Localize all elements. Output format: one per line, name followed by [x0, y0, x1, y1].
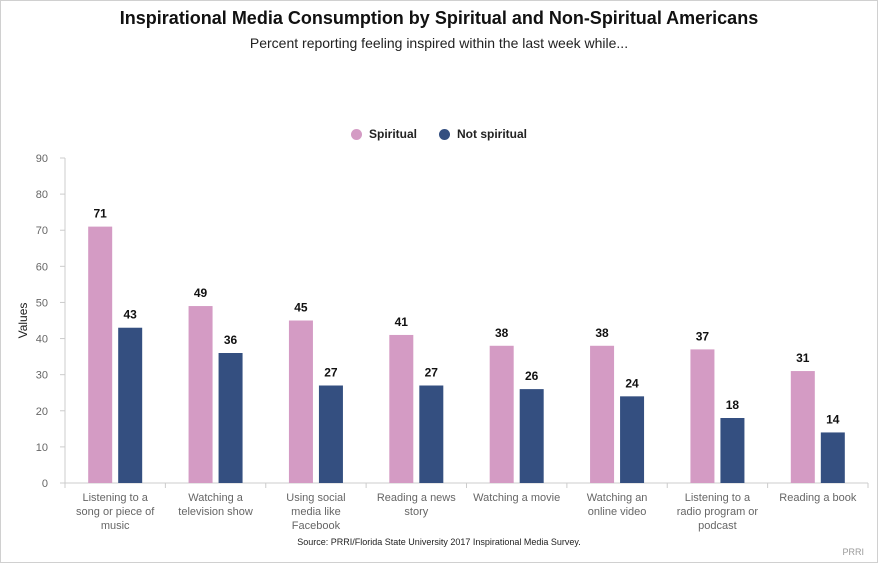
legend-swatch-not-spiritual — [439, 128, 450, 140]
y-tick-label: 10 — [36, 442, 48, 454]
bar-not-spiritual — [419, 385, 444, 483]
category-label: Listening to a song or piece of music — [76, 492, 155, 532]
legend-item-not-spiritual[interactable]: Not spiritual — [439, 127, 527, 141]
bar-spiritual — [389, 334, 414, 483]
data-label: 27 — [324, 366, 338, 380]
y-tick-label: 90 — [36, 153, 48, 165]
category-label-line: Listening to a — [685, 492, 751, 504]
y-tick-label: 70 — [36, 225, 48, 237]
category-label-line: radio program or — [677, 506, 759, 518]
category-label-line: podcast — [698, 520, 737, 532]
data-label: 24 — [625, 376, 639, 390]
category-label-line: Reading a book — [779, 492, 857, 504]
y-tick-label: 20 — [36, 406, 48, 418]
data-label: 71 — [94, 207, 108, 221]
data-label: 26 — [525, 369, 539, 383]
y-tick-label: 80 — [36, 189, 48, 201]
legend-label-spiritual: Spiritual — [368, 127, 417, 141]
category-label-line: television show — [178, 506, 253, 518]
legend-label-not-spiritual: Not spiritual — [457, 127, 528, 141]
legend-swatch-spiritual — [350, 128, 362, 140]
bar-spiritual — [188, 306, 213, 483]
bar-spiritual — [790, 371, 815, 483]
data-label: 49 — [194, 286, 208, 300]
category-label: Watching a movie — [473, 492, 560, 504]
data-label: 36 — [224, 333, 238, 347]
category-label-line: Facebook — [292, 520, 341, 532]
category-label-line: Using social — [286, 492, 345, 504]
source-note: Source: PRRI/Florida State University 20… — [297, 537, 581, 547]
category-label-line: media like — [291, 506, 341, 518]
legend: Spiritual Not spiritual — [0, 127, 878, 141]
chart-title: Inspirational Media Consumption by Spiri… — [119, 8, 759, 28]
category-label-line: story — [404, 506, 428, 518]
bar-not-spiritual — [820, 432, 845, 483]
bar-not-spiritual — [218, 353, 243, 483]
bar-spiritual — [690, 349, 715, 483]
y-tick-label: 60 — [36, 261, 48, 273]
y-tick-label: 0 — [42, 478, 48, 490]
chart-subtitle: Percent reporting feeling inspired withi… — [249, 35, 629, 51]
data-label: 27 — [425, 366, 439, 380]
category-label-line: music — [101, 520, 130, 532]
bar-spiritual — [288, 320, 313, 483]
bar-spiritual — [88, 226, 113, 483]
data-label: 18 — [726, 398, 740, 412]
category-label-line: Listening to a — [82, 492, 148, 504]
data-label: 45 — [294, 301, 308, 315]
data-label: 43 — [124, 308, 138, 322]
bar-not-spiritual — [118, 327, 143, 483]
category-label-line: Reading a news — [377, 492, 456, 504]
data-label: 38 — [595, 326, 609, 340]
category-label: Listening to a radio program or podcast — [677, 492, 759, 532]
bar-not-spiritual — [620, 396, 645, 483]
category-label: Reading a news story — [377, 492, 456, 518]
data-label: 31 — [796, 351, 810, 365]
legend-item-spiritual[interactable]: Spiritual — [350, 127, 417, 141]
data-label: 38 — [495, 326, 509, 340]
y-axis-title: Values — [16, 303, 30, 339]
y-tick-label: 50 — [36, 297, 48, 309]
data-label: 37 — [696, 329, 710, 343]
category-label-line: Watching an — [587, 492, 648, 504]
category-label: Using social media like Facebook — [286, 492, 345, 532]
category-label-line: Watching a movie — [473, 492, 560, 504]
data-label: 14 — [826, 412, 840, 426]
bar-not-spiritual — [720, 418, 745, 483]
bar-not-spiritual — [519, 389, 544, 483]
category-label-line: Watching a — [188, 492, 244, 504]
bar-spiritual — [489, 345, 514, 483]
category-label-line: song or piece of — [76, 506, 155, 518]
bar-spiritual — [590, 345, 615, 483]
category-label-line: online video — [588, 506, 647, 518]
category-label: Watching a television show — [178, 492, 253, 518]
data-label: 41 — [395, 315, 409, 329]
bar-not-spiritual — [318, 385, 343, 483]
y-tick-label: 30 — [36, 370, 48, 382]
category-label: Watching an online video — [587, 492, 648, 518]
credit-label: PRRI — [842, 547, 864, 557]
category-label: Reading a book — [779, 492, 857, 504]
y-tick-label: 40 — [36, 334, 48, 346]
